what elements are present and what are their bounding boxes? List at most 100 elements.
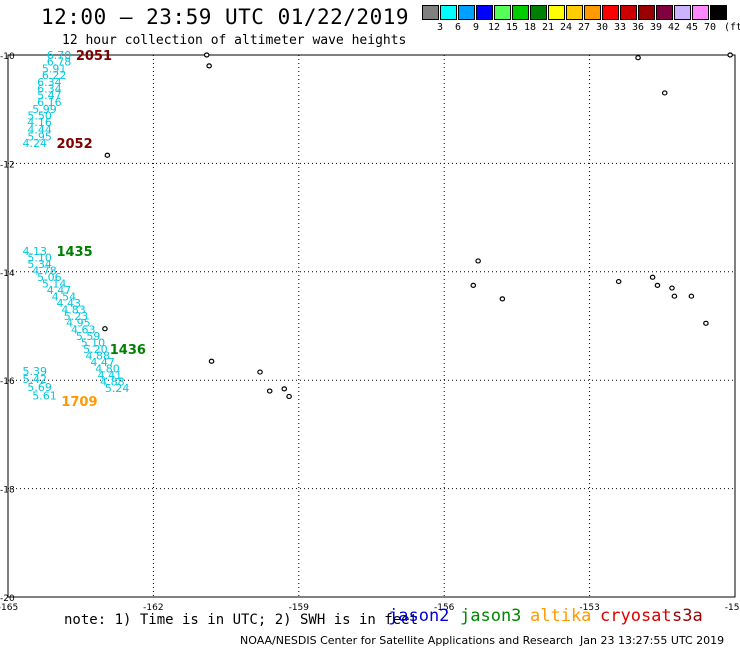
lon-tick-label: -159 [289, 603, 310, 613]
wave-height-value: 5.95 [27, 130, 51, 143]
lon-tick-label: -156 [434, 603, 455, 613]
satellite-jason2: jason2 [388, 606, 450, 626]
island-outline [266, 388, 273, 394]
legend-swatch [620, 5, 637, 20]
wave-height-value: 4.47 [47, 284, 71, 297]
satellite-jason3: jason3 [460, 606, 522, 626]
wave-height-value: 4.80 [95, 362, 120, 375]
legend-swatch [548, 5, 565, 20]
wave-height-value: 5.10 [81, 336, 106, 349]
wave-height-value: 6.22 [42, 69, 67, 82]
lat-tick-label: -12 [0, 160, 15, 170]
island-outline [203, 52, 210, 58]
island-outline [499, 296, 506, 302]
wave-height-value: 5.69 [27, 381, 51, 394]
wave-height-value: 5.42 [23, 373, 48, 386]
pass-time-label: 1435 [56, 245, 92, 260]
legend-swatch [494, 5, 511, 20]
lat-tick-label: -10 [0, 52, 15, 62]
legend-label: 33 [613, 22, 627, 33]
legend-label: 45 [685, 22, 699, 33]
island-outline [615, 278, 622, 285]
lat-tick-label: -14 [0, 269, 15, 279]
wave-height-value: 6.16 [37, 96, 62, 109]
lon-tick-label: -153 [579, 603, 599, 613]
wave-height-value: 5.59 [76, 330, 101, 343]
legend-label: 21 [541, 22, 555, 33]
wave-height-value: 4.43 [56, 297, 81, 310]
legend-swatch [656, 5, 673, 20]
island-outline [635, 55, 641, 61]
legend-swatch [638, 5, 655, 20]
pass-time-label: 2051 [76, 49, 112, 64]
wave-height-value: 5.50 [27, 110, 51, 123]
island-outline [703, 320, 709, 326]
credit-line: NOAA/NESDIS Center for Satellite Applica… [240, 634, 574, 647]
wave-height-value: 5.06 [37, 271, 62, 284]
wave-height-value: 5.14 [42, 278, 67, 291]
wave-height-value: 4.44 [27, 123, 51, 136]
legend-swatch [566, 5, 583, 20]
wave-height-value: 5.20 [83, 343, 108, 356]
wave-height-value: 6.34 [37, 76, 62, 89]
legend-label: 36 [631, 22, 645, 33]
island-outline [669, 285, 675, 291]
legend-swatch [440, 5, 457, 20]
island-outline [102, 326, 108, 332]
legend-label: 24 [559, 22, 573, 33]
wave-height-value: 4.13 [23, 245, 48, 258]
island-outline [104, 152, 111, 158]
lon-tick-label: -162 [143, 603, 163, 613]
wave-height-value: 4.54 [52, 291, 76, 304]
legend-label: 70 [703, 22, 717, 33]
legend-swatch [476, 5, 493, 20]
wave-height-value: 5.91 [42, 63, 67, 76]
wave-height-value: 6.34 [37, 83, 62, 96]
pass-time-label: 1436 [110, 343, 146, 358]
wave-height-value: 5.47 [37, 89, 62, 102]
wave-height-value: 4.95 [66, 317, 91, 330]
island-outline [286, 393, 292, 400]
wave-height-value: 6.70 [47, 49, 71, 62]
wave-height-value: 4.88 [86, 349, 111, 362]
legend-swatch [710, 5, 727, 20]
wave-height-value: 4.24 [23, 137, 48, 150]
wave-height-value: 4.88 [100, 375, 125, 388]
island-outline [206, 63, 212, 69]
wave-height-value: 5.39 [23, 365, 48, 378]
wave-height-value: 5.99 [32, 103, 57, 116]
island-outline [671, 293, 678, 299]
legend-label: 39 [649, 22, 663, 33]
island-outline [470, 282, 477, 288]
wave-height-value: 4.83 [61, 304, 86, 317]
lon-tick-label: -165 [0, 603, 18, 613]
map-subtitle: 12 hour collection of altimeter wave hei… [62, 33, 407, 48]
lat-tick-label: -18 [0, 486, 15, 496]
legend-label: 6 [454, 22, 462, 33]
island-outline [208, 358, 215, 364]
legend-swatch [422, 5, 439, 20]
wave-height-value: 5.24 [105, 382, 130, 395]
map-frame [7, 54, 736, 598]
satellite-altika: altika [530, 606, 592, 626]
wave-height-value: 4.63 [71, 323, 96, 336]
legend-swatch [584, 5, 601, 20]
satellite-cryosat: cryosat [600, 606, 672, 626]
wave-height-value: 4.47 [90, 356, 115, 369]
island-outline [688, 293, 695, 299]
legend-label: 30 [595, 22, 609, 33]
legend-swatch [602, 5, 619, 20]
legend-swatch [530, 5, 547, 20]
wave-height-value: 5.23 [64, 310, 88, 323]
island-outline [281, 386, 288, 392]
island-outline [475, 258, 481, 264]
island-outline [727, 52, 733, 58]
legend-unit: (ft) [724, 22, 740, 33]
legend-label: 9 [472, 22, 480, 33]
legend-swatch [692, 5, 709, 20]
legend-label: 12 [487, 22, 501, 33]
pass-time-label: 1709 [61, 395, 97, 410]
legend-label: 42 [667, 22, 681, 33]
map-title: 12:00 – 23:59 UTC 01/22/2019 [41, 5, 410, 29]
